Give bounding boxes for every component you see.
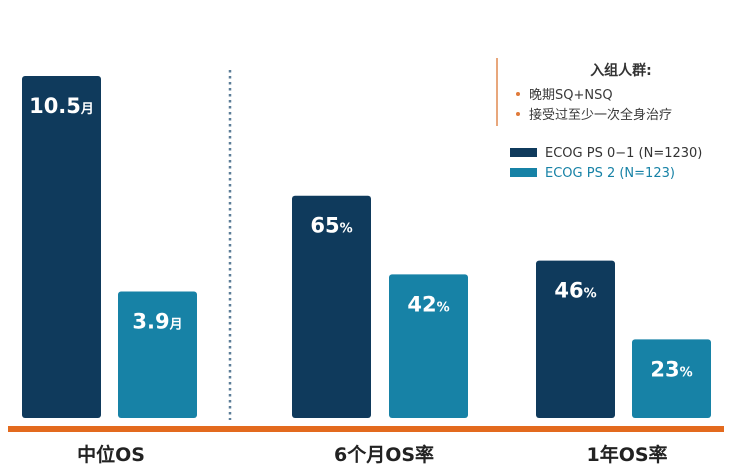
population-title: 入组人群: [590,63,652,79]
bullet-icon [516,91,520,96]
bar-value-label: 42% [407,292,449,316]
category-label: 6个月OS率 [334,443,434,466]
category-label: 1年OS率 [586,443,667,466]
bar-value-label: 3.9月 [132,309,182,333]
population-item-text: 晚期SQ+NSQ [529,88,613,103]
population-item-text: 接受过至少一次全身治疗 [529,108,673,123]
bar-value-label: 65% [310,214,352,238]
bar-2-3 [632,339,711,418]
population-item: 晚期SQ+NSQ [516,84,613,103]
population-info-box: 入组人群: 晚期SQ+NSQ 接受过至少一次全身治疗 [496,58,744,126]
legend-label: ECOG PS 0−1 (N=1230) [545,146,703,161]
bar-value-label: 10.5月 [29,94,94,118]
bar-1-3 [536,260,615,418]
bar-2-2 [389,274,468,418]
legend-label: ECOG PS 2 (N=123) [545,166,675,181]
bar-2-1 [118,291,197,418]
legend-swatch [510,168,537,177]
bar-value-label: 46% [554,279,596,303]
bar-1-2 [292,195,371,418]
category-label: 中位OS [77,443,145,466]
population-item: 接受过至少一次全身治疗 [516,104,672,123]
legend-swatch [510,148,537,157]
bar-1-1 [22,76,101,418]
chart-baseline [8,426,724,432]
legend-item-series-2: ECOG PS 2 (N=123) [510,166,675,181]
bullet-icon [516,111,520,116]
legend-item-series-1: ECOG PS 0−1 (N=1230) [510,146,702,161]
bar-value-label: 23% [650,357,692,381]
